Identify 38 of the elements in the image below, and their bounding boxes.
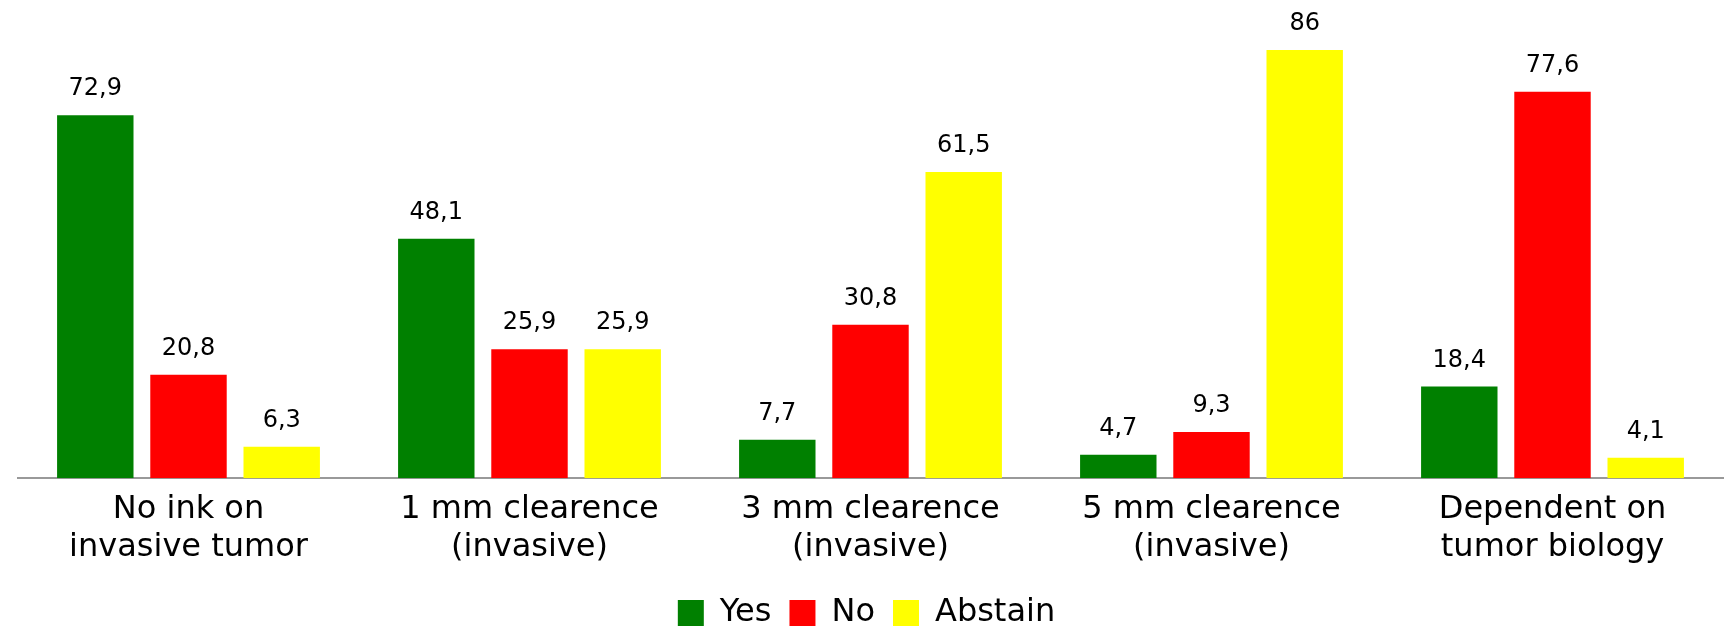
bar: [584, 349, 661, 479]
bar: [1514, 91, 1591, 479]
data-label: 18,4: [1432, 344, 1487, 373]
data-label: 7,7: [758, 398, 797, 427]
x-tick-label: No ink on invasive tumor: [69, 487, 309, 565]
data-label: 25,9: [595, 307, 650, 336]
data-label: 77,6: [1525, 50, 1580, 79]
x-tick-label: 5 mm clearence (invasive): [1082, 487, 1341, 565]
data-label: 30,8: [843, 283, 898, 312]
bar: [398, 238, 475, 479]
data-label: 4,7: [1099, 413, 1138, 442]
x-tick-label: 3 mm clearence (invasive): [741, 487, 1000, 565]
bar: [1173, 431, 1250, 479]
legend-label: Yes: [718, 591, 772, 630]
bar: [491, 349, 568, 479]
data-label: 72,9: [68, 73, 123, 102]
bar: [832, 324, 909, 479]
bar: [739, 439, 816, 479]
data-label: 86: [1289, 8, 1320, 37]
x-tick-label: Dependent on tumor biology: [1438, 487, 1667, 565]
x-tick-label: 1 mm clearence (invasive): [400, 487, 659, 565]
bar: [243, 446, 320, 479]
bar: [1607, 457, 1684, 479]
data-label: 61,5: [936, 130, 991, 159]
bar: [1421, 386, 1498, 479]
bar: [1080, 454, 1157, 479]
bar: [925, 171, 1002, 479]
data-label: 9,3: [1192, 390, 1231, 419]
data-label: 48,1: [409, 196, 464, 225]
data-label: 4,1: [1626, 416, 1665, 445]
bar: [150, 374, 227, 479]
bar: [1266, 50, 1343, 479]
data-label: 20,8: [161, 332, 216, 361]
bar: [57, 115, 134, 479]
data-label: 25,9: [502, 307, 557, 336]
legend-label: No: [831, 591, 875, 630]
legend-label: Abstain: [934, 591, 1056, 630]
data-label: 6,3: [262, 405, 301, 434]
